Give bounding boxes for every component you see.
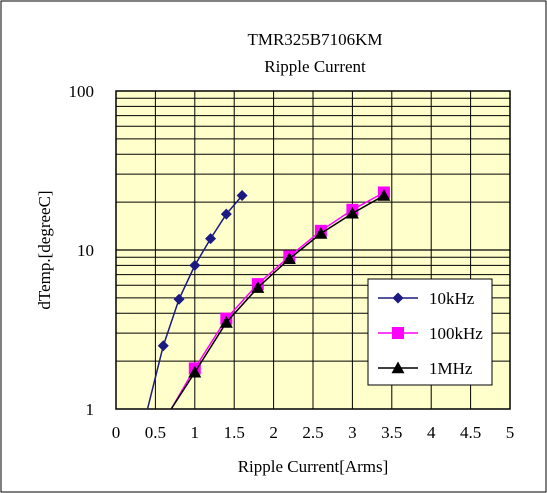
data-point-10kHz: [173, 293, 185, 305]
x-tick-label: 0: [112, 423, 121, 442]
data-point-1MHz: [251, 281, 265, 293]
data-point-1MHz: [188, 365, 202, 378]
grid: [116, 91, 510, 409]
data-point-1MHz: [282, 252, 296, 265]
plot-frame: [115, 90, 511, 410]
x-tick-label: 2.5: [302, 423, 323, 442]
x-axis-label: Ripple Current[Arms]: [238, 457, 389, 476]
data-point-1MHz: [314, 226, 328, 239]
legend-label-1MHz: 1MHz: [429, 359, 473, 378]
legend-label-10kHz: 10kHz: [429, 289, 475, 308]
x-tick-label: 2: [269, 423, 278, 442]
y-axis-label: dTemp.[degreeC]: [35, 190, 54, 309]
data-point-1MHz: [219, 315, 233, 328]
x-tick-label: 0.5: [145, 423, 166, 442]
y-tick-label: 10: [77, 241, 94, 260]
data-point-10kHz: [236, 190, 248, 202]
chart-subtitle: Ripple Current: [264, 57, 366, 76]
series-1MHz: [170, 189, 391, 410]
legend: 10kHz 100kHz 1MHz: [367, 278, 493, 386]
y-tick-label: 1: [86, 400, 95, 419]
x-tick-label: 4: [427, 423, 436, 442]
x-tick-label: 1: [191, 423, 200, 442]
data-point-10kHz: [220, 208, 232, 220]
series-group: [146, 186, 391, 410]
legend-marker-1MHz: [391, 361, 405, 374]
x-tick-label: 3.5: [381, 423, 402, 442]
x-tick-label: 3: [348, 423, 357, 442]
data-point-10kHz: [157, 340, 169, 352]
x-tick-label: 1.5: [224, 423, 245, 442]
legend-marker-100kHz: [392, 327, 404, 339]
y-tick-label: 100: [69, 82, 95, 101]
legend-label-100kHz: 100kHz: [429, 324, 483, 343]
legend-entry-1MHz: 1MHz: [378, 359, 473, 378]
data-point-10kHz: [205, 233, 217, 245]
data-point-1MHz: [377, 189, 391, 201]
legend-entry-100kHz: 100kHz: [378, 324, 483, 343]
x-tick-label: 4.5: [460, 423, 481, 442]
chart-title: TMR325B7106KM: [247, 30, 382, 49]
data-point-1MHz: [345, 206, 359, 219]
series-10kHz: [146, 190, 248, 410]
x-tick-label: 5: [506, 423, 515, 442]
axis-ticks: 0 0.5 1 1.5 2 2.5 3 3.5 4 4.5 5 1 10 100: [69, 82, 515, 442]
legend-entry-10kHz: 10kHz: [378, 289, 475, 308]
legend-marker-10kHz: [392, 292, 404, 304]
data-point-10kHz: [189, 259, 201, 271]
